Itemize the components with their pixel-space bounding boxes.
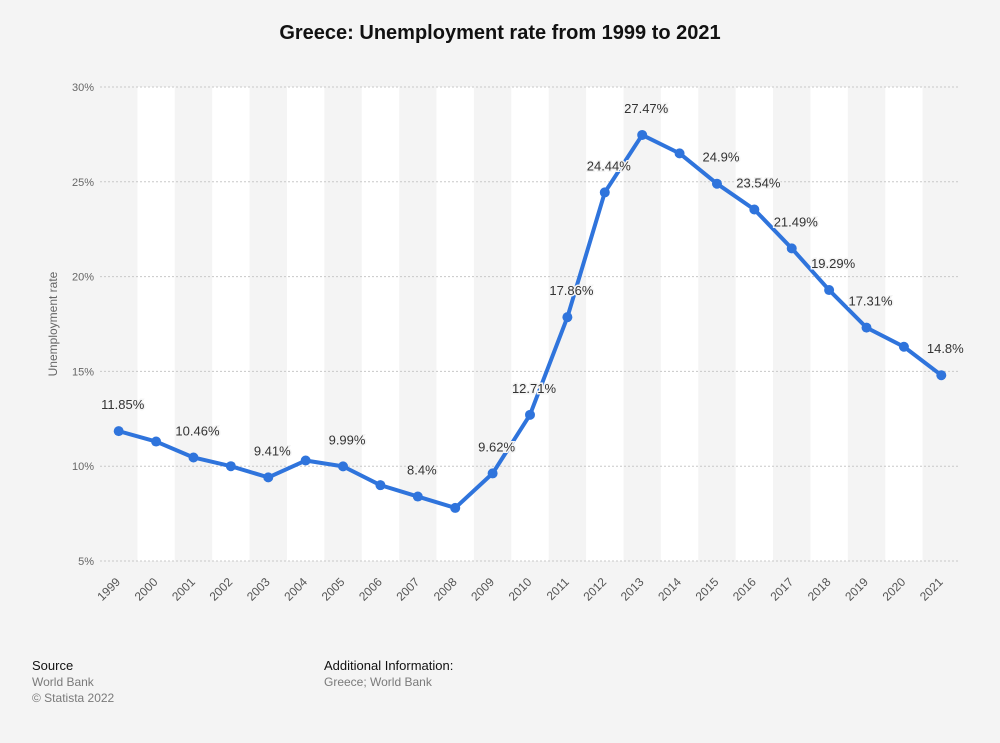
y-tick-label: 30% bbox=[72, 82, 94, 94]
column-band bbox=[810, 87, 848, 561]
data-point bbox=[225, 461, 236, 472]
data-point bbox=[412, 491, 423, 502]
data-point bbox=[711, 178, 722, 189]
data-label: 21.49% bbox=[774, 214, 819, 229]
column-band bbox=[511, 87, 549, 561]
x-tick-label: 2015 bbox=[693, 575, 722, 604]
x-tick-label: 2020 bbox=[880, 575, 909, 604]
data-point bbox=[263, 472, 274, 483]
x-tick-label: 2019 bbox=[842, 575, 871, 604]
data-label: 12.71% bbox=[512, 381, 557, 396]
x-tick-label: 2018 bbox=[805, 575, 834, 604]
x-tick-label: 2014 bbox=[655, 575, 684, 604]
x-tick-label: 2008 bbox=[431, 575, 460, 604]
data-label: 17.86% bbox=[549, 283, 594, 298]
column-band bbox=[885, 87, 923, 561]
data-point bbox=[300, 455, 311, 466]
y-tick-label: 15% bbox=[72, 366, 94, 378]
data-point bbox=[637, 129, 648, 140]
data-label: 9.99% bbox=[329, 432, 366, 447]
chart-title: Greece: Unemployment rate from 1999 to 2… bbox=[279, 22, 721, 44]
x-tick-label: 2007 bbox=[394, 575, 423, 604]
data-label: 10.46% bbox=[175, 423, 220, 438]
data-label: 14.8% bbox=[927, 341, 964, 356]
column-band bbox=[735, 87, 774, 561]
x-tick-label: 2017 bbox=[767, 575, 796, 604]
data-label: 9.62% bbox=[478, 439, 515, 454]
line-chart: 5% 10% 15% 20% 25% 30% Unemployment rate 1999 20… bbox=[46, 82, 966, 604]
source-line[interactable]: World Bank bbox=[32, 675, 94, 689]
data-label: 19.29% bbox=[811, 256, 856, 271]
additional-info-heading: Additional Information: bbox=[324, 658, 454, 673]
additional-info-text: Greece; World Bank bbox=[324, 675, 432, 689]
source-heading: Source bbox=[32, 658, 74, 673]
x-tick-label: 2013 bbox=[618, 575, 647, 604]
additional-info-block: Additional Information: Greece; World Ba… bbox=[324, 658, 453, 690]
data-label: 9.41% bbox=[254, 443, 291, 458]
x-tick-label: 2016 bbox=[730, 575, 759, 604]
y-tick-label: 25% bbox=[72, 177, 94, 189]
y-axis-title: Unemployment rate bbox=[46, 271, 60, 376]
data-point bbox=[487, 468, 498, 479]
data-label: 24.9% bbox=[703, 150, 740, 165]
data-point bbox=[188, 452, 199, 463]
data-point bbox=[450, 502, 461, 513]
x-tick-label: 2001 bbox=[169, 575, 198, 604]
x-tick-label: 2004 bbox=[281, 575, 310, 604]
column-band bbox=[586, 87, 624, 561]
data-point bbox=[525, 409, 535, 420]
x-tick-label: 2010 bbox=[506, 575, 535, 604]
data-point bbox=[151, 436, 162, 447]
x-tick-label: 2003 bbox=[244, 575, 273, 604]
data-point bbox=[113, 426, 124, 437]
data-label: 24.44% bbox=[587, 158, 632, 173]
x-tick-label: 2006 bbox=[356, 575, 385, 604]
y-tick-label: 10% bbox=[72, 461, 94, 473]
data-point bbox=[936, 370, 947, 381]
data-point bbox=[674, 148, 685, 159]
column-band bbox=[436, 87, 474, 561]
x-tick-label: 2005 bbox=[319, 575, 348, 604]
data-label: 27.47% bbox=[624, 101, 669, 116]
copyright-line: © Statista 2022 bbox=[32, 691, 115, 705]
data-point bbox=[338, 461, 349, 472]
data-point bbox=[749, 204, 760, 215]
data-point bbox=[599, 187, 610, 198]
x-tick-label: 2021 bbox=[917, 575, 946, 604]
data-label: 11.85% bbox=[101, 397, 145, 412]
data-point bbox=[861, 322, 872, 333]
column-band bbox=[212, 87, 250, 561]
data-point bbox=[562, 312, 573, 323]
data-label: 8.4% bbox=[407, 463, 437, 478]
data-point bbox=[375, 480, 386, 491]
x-tick-label: 2011 bbox=[544, 575, 572, 603]
column-band bbox=[286, 87, 325, 561]
data-label: 17.31% bbox=[848, 294, 893, 309]
source-block: Source World Bank © Statista 2022 bbox=[32, 658, 114, 706]
data-label: 23.54% bbox=[736, 175, 781, 190]
x-tick-label: 2002 bbox=[207, 575, 236, 604]
data-point bbox=[898, 341, 909, 352]
data-point bbox=[824, 285, 835, 296]
x-tick-label: 1999 bbox=[94, 575, 123, 604]
data-point bbox=[786, 243, 797, 254]
y-tick-label: 5% bbox=[78, 556, 94, 568]
x-tick-label: 2000 bbox=[132, 575, 161, 604]
y-tick-label: 20% bbox=[72, 272, 94, 284]
x-tick-label: 2009 bbox=[468, 575, 497, 604]
x-tick-label: 2012 bbox=[580, 575, 609, 604]
column-band bbox=[137, 87, 175, 561]
